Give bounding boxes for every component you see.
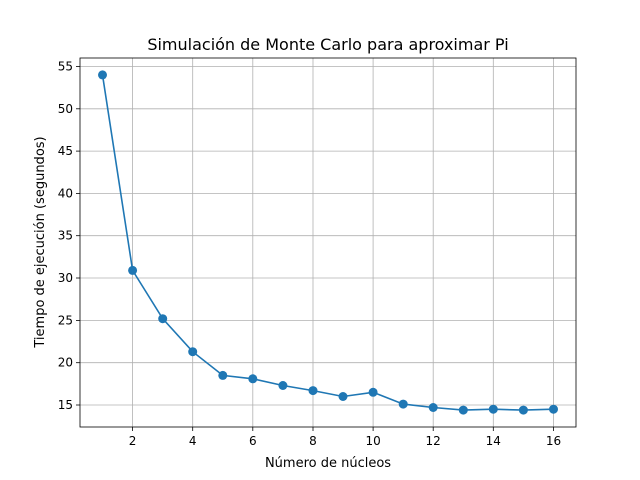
y-tick-label: 35: [58, 229, 73, 243]
x-tick-label: 4: [189, 434, 197, 448]
y-tick-label: 55: [58, 60, 73, 74]
y-tick-label: 30: [58, 271, 73, 285]
x-tick-label: 2: [129, 434, 137, 448]
data-point: [308, 386, 318, 396]
data-point: [518, 405, 528, 415]
data-point: [158, 314, 168, 324]
x-tick-label: 12: [426, 434, 441, 448]
data-point: [549, 404, 558, 414]
data-point: [458, 405, 468, 415]
x-tick-label: 16: [546, 434, 561, 448]
x-tick-label: 6: [249, 434, 257, 448]
y-tick-label: 40: [58, 186, 73, 200]
data-point: [218, 370, 228, 380]
x-tick-label: 14: [486, 434, 501, 448]
data-point: [128, 265, 138, 275]
y-axis-label: Tiempo de ejecución (segundos): [33, 136, 48, 348]
x-tick-label: 8: [309, 434, 317, 448]
data-point: [188, 347, 198, 357]
grid-layer: [80, 58, 576, 427]
plot-frame: [79, 57, 577, 428]
data-point: [248, 374, 258, 384]
y-tick-label: 45: [58, 144, 73, 158]
x-tick-label: 10: [365, 434, 380, 448]
data-point: [428, 403, 438, 412]
series-line: [101, 74, 554, 411]
tick-layer: 2 4 6 8 10 12 14 16 15 20 25 30 35 40 45 50 55: [58, 60, 561, 449]
data-point: [398, 399, 408, 409]
y-tick-label: 50: [58, 102, 73, 116]
y-tick-label: 20: [58, 356, 73, 370]
data-point: [98, 70, 107, 80]
x-axis-label: Número de núcleos: [265, 456, 391, 471]
data-point: [368, 387, 378, 397]
data-point: [278, 381, 288, 390]
data-point: [488, 404, 498, 414]
y-tick-label: 25: [58, 313, 73, 327]
series-layer: [98, 70, 558, 415]
y-tick-label: 15: [58, 398, 73, 412]
chart-title: Simulación de Monte Carlo para aproximar…: [147, 35, 508, 54]
data-point: [338, 392, 348, 401]
